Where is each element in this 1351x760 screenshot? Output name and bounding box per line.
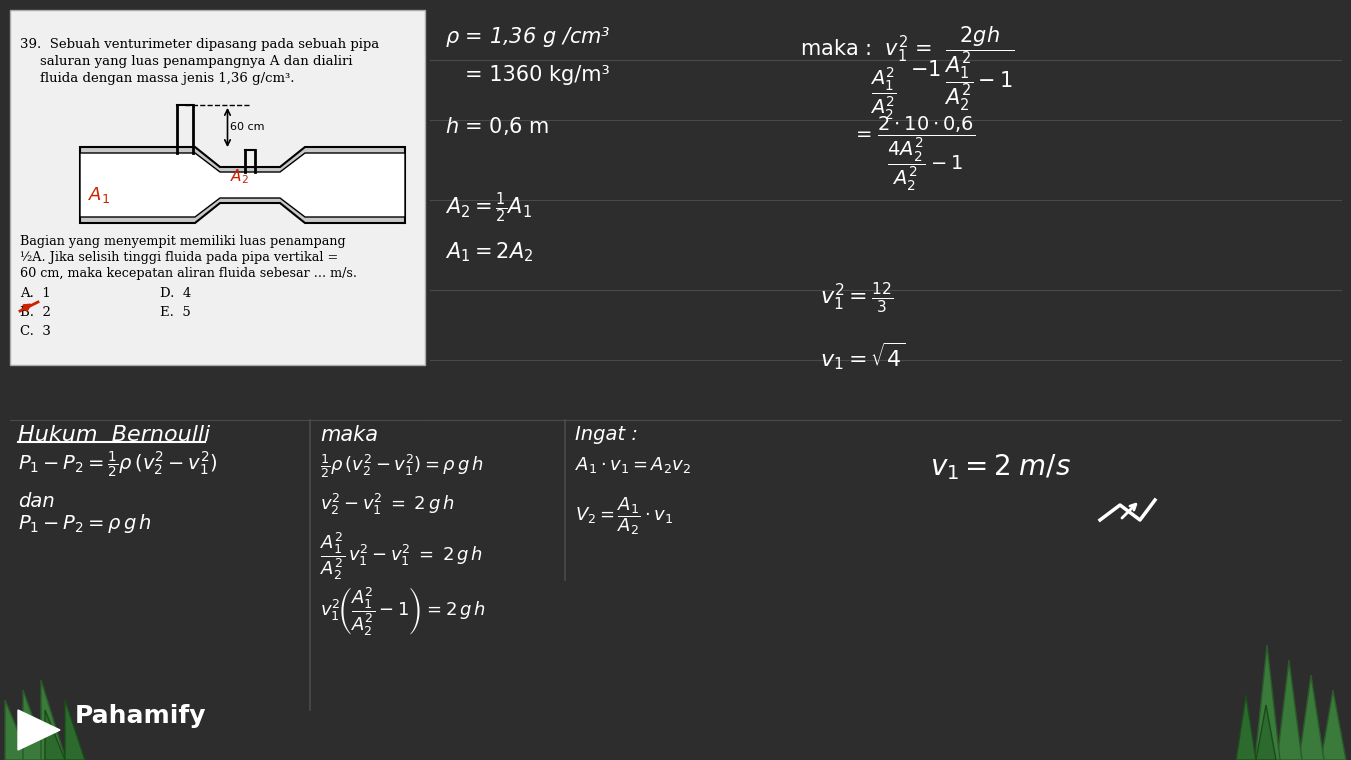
Text: $A_1 \cdot v_1 = A_2 v_2$: $A_1 \cdot v_1 = A_2 v_2$	[576, 455, 690, 475]
Text: $V_2 = \dfrac{A_1}{A_2} \cdot v_1$: $V_2 = \dfrac{A_1}{A_2} \cdot v_1$	[576, 495, 673, 537]
Text: 60 cm, maka kecepatan aliran fluida sebesar ... m/s.: 60 cm, maka kecepatan aliran fluida sebe…	[20, 267, 357, 280]
Text: Bagian yang menyempit memiliki luas penampang: Bagian yang menyempit memiliki luas pena…	[20, 235, 346, 248]
Text: dan: dan	[18, 492, 55, 511]
Text: C.  3: C. 3	[20, 325, 51, 338]
Text: 60 cm: 60 cm	[231, 122, 265, 132]
Text: 39.  Sebuah venturimeter dipasang pada sebuah pipa: 39. Sebuah venturimeter dipasang pada se…	[20, 38, 380, 51]
Text: $A_1 = 2 A_2$: $A_1 = 2 A_2$	[444, 240, 534, 264]
Text: $\frac{1}{2}\rho\,(v_2^2 - v_1^2) = \rho\,g\,h$: $\frac{1}{2}\rho\,(v_2^2 - v_1^2) = \rho…	[320, 452, 484, 480]
Text: $P_1 - P_2 = \frac{1}{2}\rho\,(v_2^2 - v_1^2)$: $P_1 - P_2 = \frac{1}{2}\rho\,(v_2^2 - v…	[18, 450, 218, 480]
Text: ½A. Jika selisih tinggi fluida pada pipa vertikal =: ½A. Jika selisih tinggi fluida pada pipa…	[20, 251, 338, 264]
Polygon shape	[1256, 705, 1275, 760]
Text: Pahamify: Pahamify	[76, 704, 207, 728]
Text: $v_1^2 = \frac{12}{3}$: $v_1^2 = \frac{12}{3}$	[820, 280, 894, 315]
Text: $\dfrac{A_1^2}{A_2^2}\,v_1^2 - v_1^2\;=\;2\,g\,h$: $\dfrac{A_1^2}{A_2^2}\,v_1^2 - v_1^2\;=\…	[320, 530, 484, 582]
Text: B.  2: B. 2	[20, 306, 51, 319]
Text: $v_2^2 - v_1^2\;=\;2\,g\,h$: $v_2^2 - v_1^2\;=\;2\,g\,h$	[320, 492, 455, 517]
Text: D.  4: D. 4	[159, 287, 192, 300]
Polygon shape	[45, 710, 65, 760]
Polygon shape	[1321, 690, 1346, 760]
Text: Ingat :: Ingat :	[576, 425, 638, 444]
Text: A.  1: A. 1	[20, 287, 51, 300]
Text: $A_1$: $A_1$	[88, 185, 111, 205]
Text: Hukum  Bernoulli: Hukum Bernoulli	[18, 425, 211, 445]
Polygon shape	[1300, 675, 1324, 760]
Polygon shape	[1255, 645, 1279, 760]
Polygon shape	[18, 710, 59, 750]
Text: = $\dfrac{2 \cdot 10 \cdot 0{,}6}{\dfrac{4A_2^2}{A_2^2} - 1}$: = $\dfrac{2 \cdot 10 \cdot 0{,}6}{\dfrac…	[855, 115, 975, 193]
Text: maka: maka	[320, 425, 378, 445]
Bar	[9, 10, 426, 365]
Text: $v_1 = 2\;m/s$: $v_1 = 2\;m/s$	[929, 452, 1071, 482]
Text: $v_1 = \sqrt{4}$: $v_1 = \sqrt{4}$	[820, 340, 905, 372]
Polygon shape	[5, 700, 30, 760]
Text: maka :  $v_1^2$ =  $\dfrac{2gh}{\dfrac{A_1^2}{A_2^2} - 1}$: maka : $v_1^2$ = $\dfrac{2gh}{\dfrac{A_1…	[800, 25, 1015, 113]
Text: saluran yang luas penampangnya A dan dialiri: saluran yang luas penampangnya A dan dia…	[41, 55, 353, 68]
Polygon shape	[80, 147, 405, 223]
Text: $\rho$ = 1,36 g /cm³: $\rho$ = 1,36 g /cm³	[444, 25, 611, 49]
Polygon shape	[65, 700, 85, 760]
Text: $v_1^2\!\left(\dfrac{A_1^2}{A_2^2} - 1\right) = 2\,g\,h$: $v_1^2\!\left(\dfrac{A_1^2}{A_2^2} - 1\r…	[320, 585, 486, 637]
Text: $- 1$: $- 1$	[911, 60, 940, 80]
Text: $A_2 = \frac{1}{2} A_1$: $A_2 = \frac{1}{2} A_1$	[444, 190, 532, 224]
Polygon shape	[1277, 660, 1302, 760]
Text: $P_1 - P_2 = \rho\,g\,h$: $P_1 - P_2 = \rho\,g\,h$	[18, 512, 151, 535]
Text: $\dfrac{A_1^2}{A_2^2}$: $\dfrac{A_1^2}{A_2^2}$	[870, 66, 897, 122]
Polygon shape	[1236, 695, 1256, 760]
Text: $A_2$: $A_2$	[230, 168, 249, 186]
Polygon shape	[41, 680, 66, 760]
Polygon shape	[23, 690, 49, 760]
Text: E.  5: E. 5	[159, 306, 190, 319]
Text: = 1360 kg/m³: = 1360 kg/m³	[465, 65, 609, 85]
Text: fluida dengan massa jenis 1,36 g/cm³.: fluida dengan massa jenis 1,36 g/cm³.	[41, 72, 295, 85]
Text: $h$ = 0,6 m: $h$ = 0,6 m	[444, 115, 550, 137]
Polygon shape	[80, 153, 405, 217]
